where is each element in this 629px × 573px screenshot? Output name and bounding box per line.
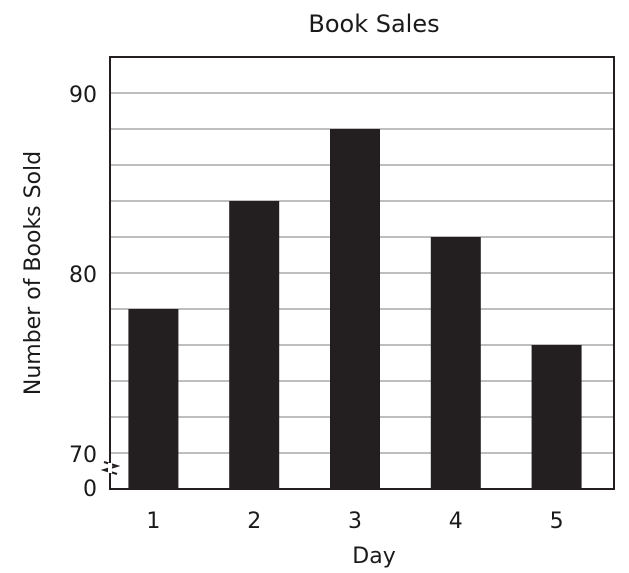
y-tick-labels: 90 80 70 0 [69,83,97,502]
x-tick-label: 2 [247,509,261,534]
x-tick-label: 3 [348,509,362,534]
x-axis-label: Day [352,544,395,569]
x-tick-label: 1 [146,509,160,534]
bar-day-5 [531,345,582,489]
bar-day-2 [229,201,280,489]
x-tick-label: 4 [449,509,463,534]
y-tick-label: 90 [69,83,97,108]
bar-day-3 [330,129,380,489]
x-tick-labels: 1 2 3 4 5 [146,509,563,534]
y-tick-label: 70 [69,443,97,468]
bar-day-4 [430,237,481,489]
y-tick-label: 0 [83,477,97,502]
plot-frame [109,56,615,490]
y-axis-label: Number of Books Sold [21,151,46,395]
y-tick-label: 80 [69,263,97,288]
x-tick-label: 5 [550,509,564,534]
bars [128,129,582,489]
bar-day-1 [128,309,179,489]
chart-title: Book Sales [308,10,439,38]
axis-break-gap [108,463,112,473]
